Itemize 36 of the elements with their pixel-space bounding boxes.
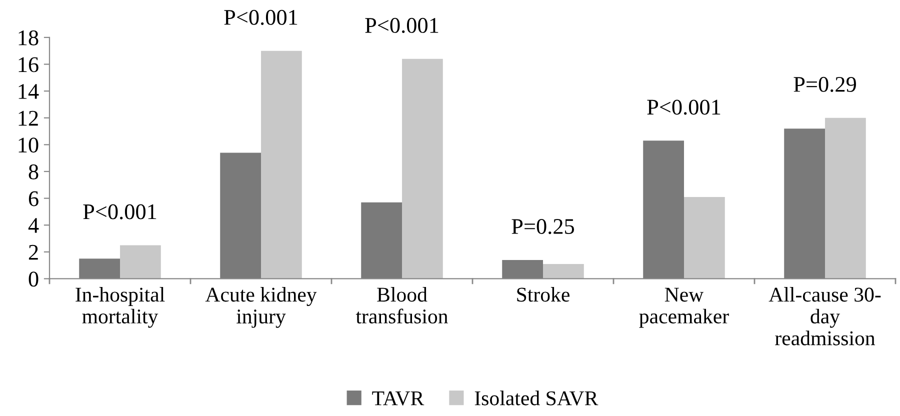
legend-label: TAVR	[372, 391, 424, 406]
x-tick-label: Blood transfusion	[356, 287, 448, 324]
annotation: P<0.001	[647, 100, 720, 115]
y-tick-label: 4	[28, 218, 39, 233]
bar	[361, 202, 402, 279]
x-tick-label: Stroke	[517, 287, 570, 302]
y-tick-label: 0	[28, 272, 38, 287]
bar	[502, 260, 543, 279]
bar	[643, 140, 684, 279]
bar	[220, 152, 261, 279]
x-tick-label: All-cause 30- day readmission	[768, 287, 881, 346]
bar	[402, 58, 443, 279]
y-tick-label: 10	[18, 138, 38, 153]
bar	[784, 128, 825, 279]
x-tick-label: New pacemaker	[639, 288, 729, 328]
x-tick-label: Acute kidney injury	[205, 287, 317, 328]
y-tick-label: 8	[28, 164, 38, 180]
y-tick-label: 6	[28, 191, 38, 206]
y-tick-label: 14	[18, 84, 39, 99]
bar	[261, 50, 302, 279]
y-tick-label: 2	[28, 244, 38, 260]
text: P<0.001	[224, 10, 298, 25]
annotation: P=0.29	[794, 76, 856, 92]
annotation: P=0.25	[512, 218, 574, 234]
bar	[684, 196, 725, 279]
y-tick-label: 18	[18, 30, 38, 46]
legend-label: Isolated SAVR	[474, 390, 598, 406]
y-tick-label: 12	[18, 110, 38, 126]
bar	[79, 258, 120, 279]
bar	[825, 118, 866, 279]
text: P<0.001	[365, 18, 438, 34]
bar	[120, 245, 161, 279]
y-tick-label: 16	[18, 57, 38, 72]
bar	[543, 264, 584, 279]
x-tick-label: In-hospital mortality	[76, 287, 165, 328]
annotation: P<0.001	[83, 204, 156, 220]
